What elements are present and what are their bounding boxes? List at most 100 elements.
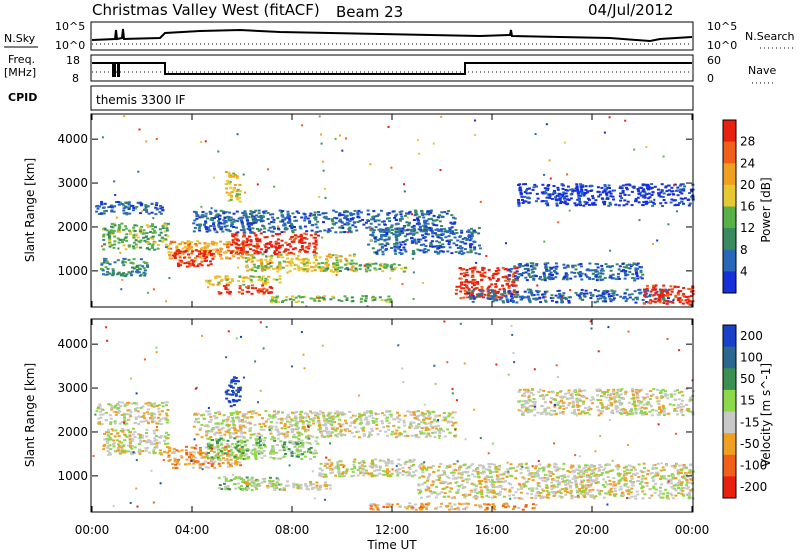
scatter-cell [286,254,289,256]
scatter-cell [339,231,342,233]
scatter-cell [520,196,523,198]
scatter-cell [344,258,347,260]
scatter-cell [139,441,142,443]
scatter-cell [375,215,378,217]
scatter-cell [365,222,368,224]
scatter-cell [662,196,665,198]
scatter-cell [115,414,118,416]
scatter-cell [644,197,647,199]
scatter-cell [256,260,259,262]
scatter-cell [437,234,440,236]
scatter-cell [333,265,336,267]
scatter-cell [633,279,636,281]
scatter-cell [241,293,244,295]
scatter-cell [117,407,120,409]
scatter-cell [282,267,285,269]
scatter-cell [110,210,113,212]
scatter-cell [328,413,331,415]
scatter-cell [167,409,170,411]
scatter-cell [224,278,227,280]
scatter-cell [470,251,473,253]
scatter-cell [342,434,345,436]
scatter-cell [219,465,222,467]
scatter-cell [169,257,172,259]
scatter-cell [380,236,383,238]
scatter-cell [213,217,216,219]
scatter-cell [253,257,256,259]
scatter-cell [605,263,608,265]
scatter-cell [334,231,337,233]
scatter-cell [522,265,525,267]
scatter-cell [687,199,690,201]
scatter-cell [510,295,513,297]
scatter-cell [134,410,137,412]
scatter-cell [377,250,380,252]
scatter-cell [249,437,252,439]
scatter-cell [552,297,555,299]
scatter-cell [645,203,648,205]
scatter-cell [306,265,309,267]
scatter-cell [586,202,589,204]
scatter-cell [457,247,460,249]
scatter-cell [133,247,136,249]
scatter-cell [230,221,233,223]
scatter-cell [218,458,221,460]
scatter-cell [684,197,687,199]
scatter-cell [573,272,576,274]
scatter-cell [174,252,177,254]
scatter-cell [318,488,321,490]
scatter-cell [282,300,285,302]
scatter-cell [424,227,427,229]
scatter-cell [518,266,521,268]
scatter-cell [359,220,362,222]
scatter-cell [659,202,662,204]
scatter-cell [147,413,150,415]
scatter-cell [211,459,214,461]
scatter-cell [424,236,427,238]
scatter-cell [531,269,534,271]
scatter-cell [624,272,627,274]
scatter-cell [139,268,142,270]
scatter-cell [264,437,267,439]
scatter-cell [664,186,667,188]
scatter-cell [149,417,152,419]
scatter-cell [147,226,150,228]
scatter-cell [405,213,408,215]
scatter-cell [435,224,438,226]
scatter-cell [619,296,622,298]
scatter-cell [133,237,136,239]
scatter-cell [346,218,349,220]
noise-cell [624,120,626,122]
scatter-cell [480,279,483,281]
scatter-cell [269,457,272,459]
scatter-cell [108,239,111,241]
scatter-cell [160,418,163,420]
scatter-cell [533,268,536,270]
scatter-cell [247,457,250,459]
scatter-cell [138,451,141,453]
scatter-cell [444,418,447,420]
scatter-cell [152,244,155,246]
noise-cell [152,217,154,219]
scatter-cell [413,422,416,424]
scatter-cell [354,415,357,417]
scatter-cell [116,450,119,452]
noise-cell [123,115,125,117]
noise-cell [324,188,326,190]
scatter-cell [250,281,253,283]
scatter-cell [456,286,459,288]
scatter-cell [222,419,225,421]
scatter-cell [669,285,672,287]
scatter-cell [151,238,154,240]
scatter-cell [508,287,511,289]
scatter-cell [686,302,689,304]
scatter-cell [513,291,516,293]
scatter-cell [480,294,483,296]
scatter-cell [289,238,292,240]
scatter-cell [542,200,545,202]
noise-cell [335,138,337,140]
scatter-cell [115,411,118,413]
scatter-cell [223,476,226,478]
scatter-cell [560,301,563,303]
scatter-cell [312,418,315,420]
